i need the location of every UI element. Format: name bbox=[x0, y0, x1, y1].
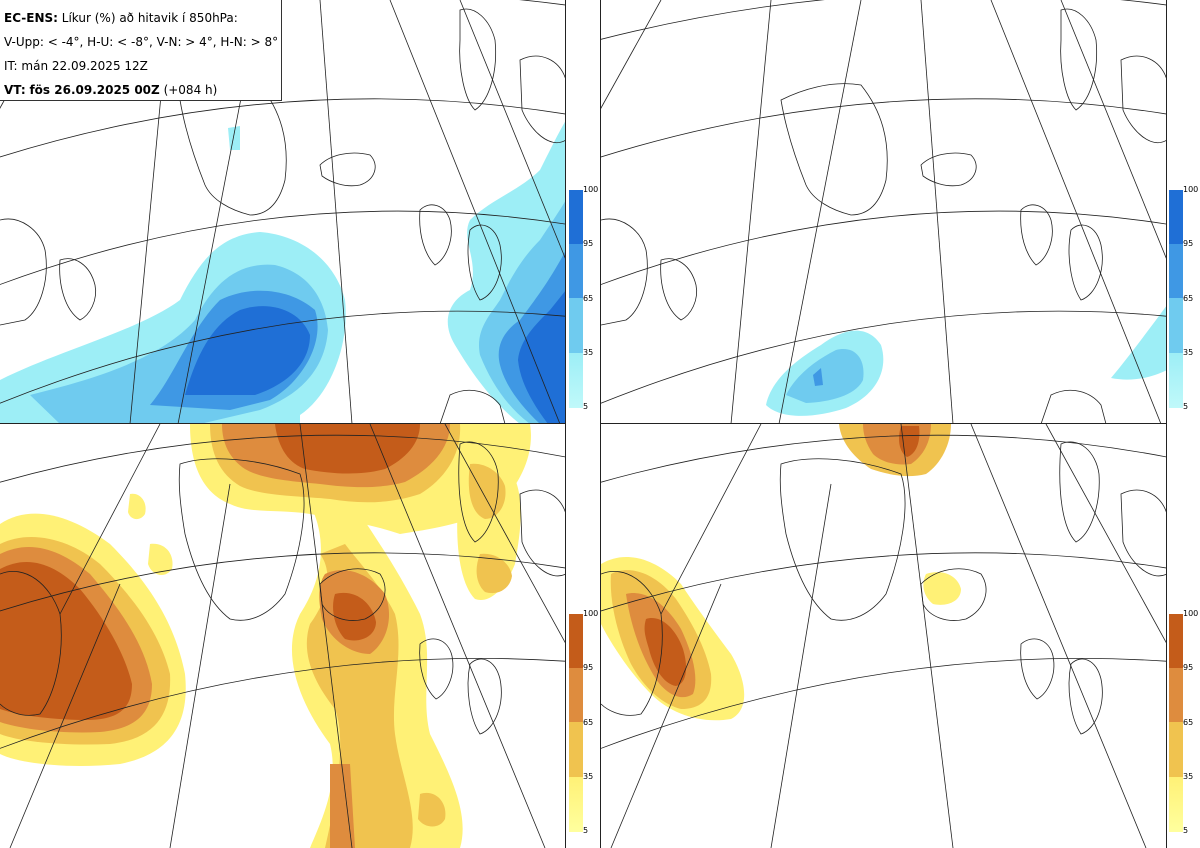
coastlines bbox=[601, 8, 1166, 423]
cbar-tick-65: 65 bbox=[1183, 294, 1194, 303]
colorbar-warm-left bbox=[569, 614, 583, 832]
probability-field bbox=[601, 424, 961, 721]
map-cold-weak bbox=[0, 0, 565, 423]
thresholds-line: V-Upp: < -4°, H-U: < -8°, V-N: > 4°, H-N… bbox=[4, 35, 279, 49]
colorbar-cold-right bbox=[1169, 190, 1183, 408]
coastlines bbox=[0, 441, 565, 735]
initial-time: IT: mán 22.09.2025 12Z bbox=[4, 59, 148, 73]
info-box: EC-ENS: Líkur (%) að hitavik í 850hPa: V… bbox=[0, 0, 282, 101]
title-model: EC-ENS: bbox=[4, 11, 58, 25]
lead-time: (+084 h) bbox=[163, 83, 218, 97]
cbar-tick-35: 35 bbox=[583, 772, 594, 781]
cbar-tick-100: 100 bbox=[1183, 609, 1199, 618]
coastlines bbox=[601, 441, 1166, 735]
cbar-tick-95: 95 bbox=[583, 663, 594, 672]
colorbar-warm-right bbox=[1169, 614, 1183, 832]
map-panel-top-right bbox=[600, 0, 1167, 424]
map-panel-bottom-left bbox=[0, 424, 566, 848]
cbar-tick-100: 100 bbox=[583, 609, 599, 618]
cbar-tick-5: 5 bbox=[1183, 402, 1189, 411]
graticule bbox=[0, 424, 565, 848]
cbar-tick-65: 65 bbox=[1183, 718, 1194, 727]
probability-field bbox=[0, 121, 565, 423]
colorbar-cold-left bbox=[569, 190, 583, 408]
graticule bbox=[601, 0, 1166, 423]
probability-field bbox=[766, 306, 1166, 416]
probability-field bbox=[0, 424, 531, 848]
cbar-tick-100: 100 bbox=[583, 185, 599, 194]
valid-label: VT: bbox=[4, 83, 26, 97]
cbar-tick-95: 95 bbox=[1183, 239, 1194, 248]
map-cold-strong bbox=[601, 0, 1166, 423]
valid-time-line: VT: fös 26.09.2025 00Z (+084 h) bbox=[4, 78, 277, 102]
map-panel-bottom-right bbox=[600, 424, 1167, 848]
map-warm-weak bbox=[0, 424, 565, 848]
cbar-tick-95: 95 bbox=[1183, 663, 1194, 672]
cbar-tick-65: 65 bbox=[583, 718, 594, 727]
map-panel-top-left: EC-ENS: Líkur (%) að hitavik í 850hPa: V… bbox=[0, 0, 566, 424]
cbar-tick-95: 95 bbox=[583, 239, 594, 248]
cbar-tick-35: 35 bbox=[1183, 772, 1194, 781]
graticule bbox=[601, 424, 1166, 848]
cbar-tick-100: 100 bbox=[1183, 185, 1199, 194]
title-variable: Líkur (%) að hitavik í 850hPa: bbox=[61, 11, 238, 25]
title-line: EC-ENS: Líkur (%) að hitavik í 850hPa: bbox=[4, 6, 277, 30]
valid-time: fös 26.09.2025 00Z bbox=[29, 83, 160, 97]
cbar-tick-5: 5 bbox=[583, 402, 589, 411]
cbar-tick-35: 35 bbox=[583, 348, 594, 357]
cbar-tick-65: 65 bbox=[583, 294, 594, 303]
cbar-tick-5: 5 bbox=[1183, 826, 1189, 835]
cbar-tick-5: 5 bbox=[583, 826, 589, 835]
cbar-tick-35: 35 bbox=[1183, 348, 1194, 357]
map-warm-strong bbox=[601, 424, 1166, 848]
